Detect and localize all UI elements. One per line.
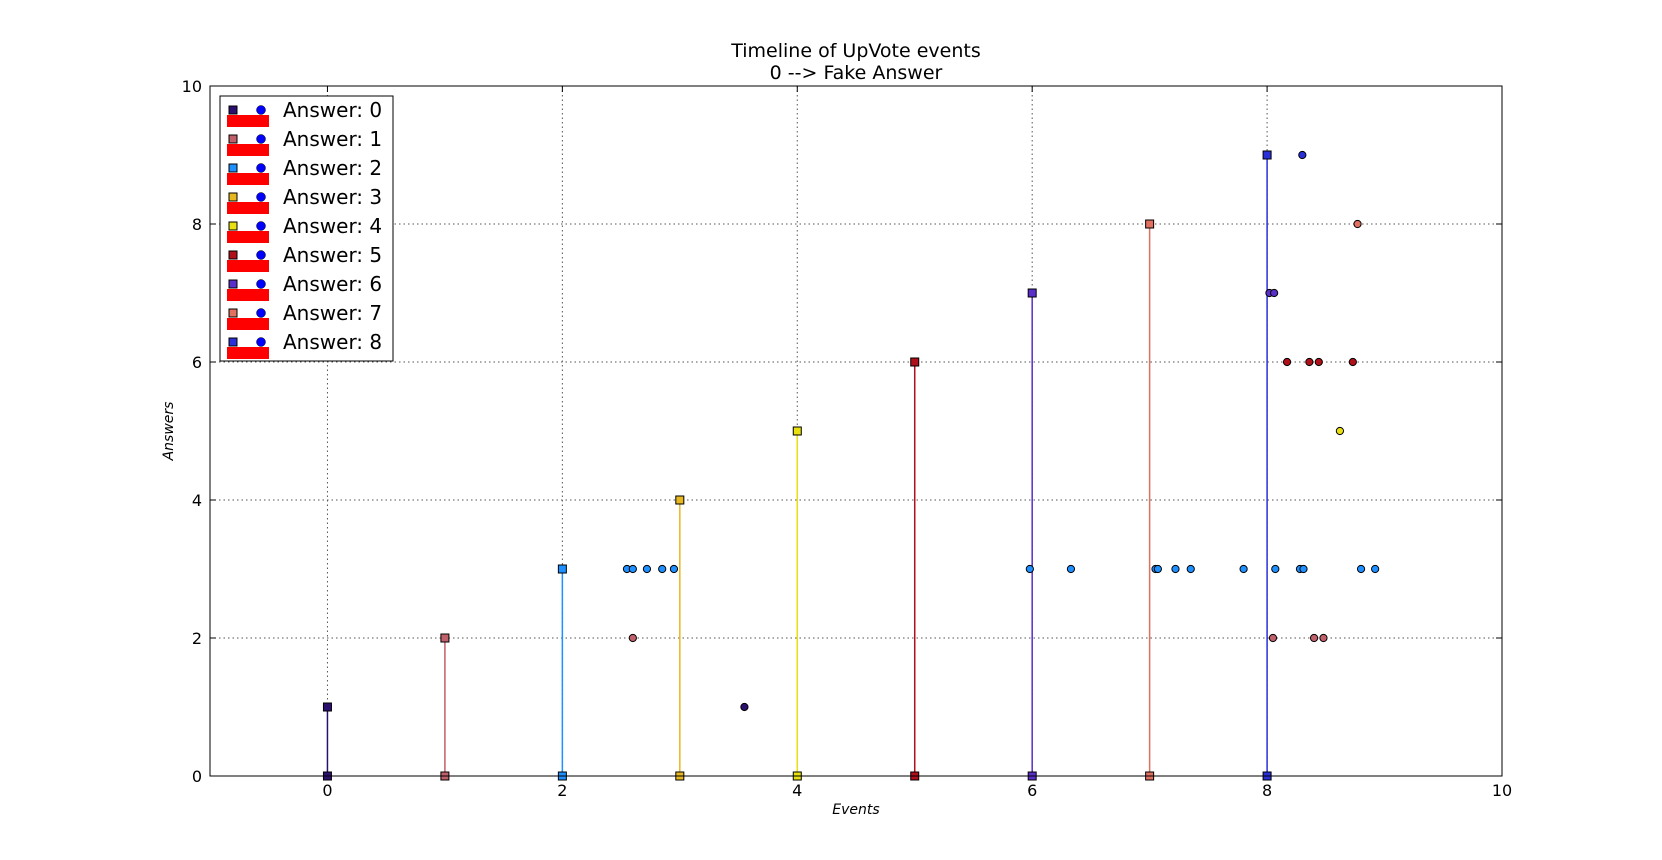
y-tick-label: 6	[192, 353, 202, 372]
event-point	[1282, 357, 1292, 367]
event-point	[1335, 426, 1345, 436]
legend-circle-marker	[256, 105, 266, 115]
x-tick-label: 6	[1027, 781, 1037, 800]
event-point	[1319, 633, 1328, 643]
legend-square-marker	[228, 163, 238, 173]
legend-box	[219, 95, 394, 362]
y-tick-label: 8	[192, 215, 202, 234]
legend-square-marker	[228, 192, 238, 202]
stem-top-marker	[1027, 288, 1037, 298]
legend-square-marker	[228, 250, 238, 260]
stems-layer	[322, 150, 1272, 781]
legend: Answer: 0 Answer: 1 Answer: 2 Answer: 3 Answ…	[219, 95, 394, 362]
event-point	[628, 564, 637, 574]
legend-bar-swatch	[227, 115, 269, 127]
stem-top-marker	[1262, 150, 1272, 160]
legend-bar-swatch	[227, 347, 269, 359]
legend-bar-swatch	[227, 144, 269, 156]
legend-bar-swatch	[227, 202, 269, 214]
legend-bar-swatch	[227, 231, 269, 243]
legend-circle-marker	[256, 308, 266, 318]
legend-label: Answer: 5	[283, 243, 382, 267]
legend-circle-marker	[256, 279, 266, 289]
stem-top-marker	[910, 357, 920, 367]
x-tick-label: 4	[792, 781, 802, 800]
event-point	[1239, 564, 1248, 574]
event-point	[669, 564, 679, 574]
event-point	[628, 633, 637, 643]
legend-label: Answer: 1	[283, 127, 382, 151]
y-axis-label: Answers	[161, 402, 177, 462]
event-point	[1153, 564, 1162, 574]
legend-square-marker	[228, 105, 238, 115]
plot-frame	[209, 85, 1503, 777]
legend-bar-swatch	[227, 318, 269, 330]
legend-square-marker	[228, 308, 238, 318]
legend-square-marker	[228, 337, 238, 347]
legend-label: Answer: 8	[283, 330, 382, 354]
stem-top-marker	[1145, 219, 1155, 229]
event-point	[1309, 633, 1319, 643]
legend-square-marker	[228, 279, 238, 289]
event-point	[1353, 219, 1362, 229]
legend-label: Answer: 4	[283, 214, 382, 238]
stem-top-marker	[557, 564, 567, 574]
event-point	[740, 702, 749, 712]
event-point	[1314, 357, 1323, 367]
legend-circle-marker	[256, 250, 266, 260]
chart-subtitle: 0 --> Fake Answer	[770, 62, 943, 84]
legend-label: Answer: 0	[283, 98, 382, 122]
x-tick-label: 0	[322, 781, 332, 800]
legend-label: Answer: 3	[283, 185, 382, 209]
legend-label: Answer: 6	[283, 272, 382, 296]
x-tick-label: 8	[1262, 781, 1272, 800]
legend-circle-marker	[256, 337, 266, 347]
legend-square-marker	[228, 221, 238, 231]
legend-circle-marker	[256, 192, 266, 202]
legend-bar-swatch	[227, 260, 269, 272]
legend-circle-marker	[256, 221, 266, 231]
event-point	[1348, 357, 1357, 367]
event-point	[1025, 564, 1034, 574]
stem-top-marker	[322, 702, 332, 712]
y-tick-label: 4	[192, 491, 202, 510]
event-point	[1298, 150, 1307, 160]
event-point	[1270, 288, 1279, 298]
legend-circle-marker	[256, 163, 266, 173]
grid-lines	[210, 85, 1503, 777]
stem-top-marker	[440, 633, 450, 643]
event-point	[658, 564, 667, 574]
event-point	[1271, 564, 1280, 574]
x-tick-label: 10	[1492, 781, 1512, 800]
event-point	[1299, 564, 1308, 574]
legend-label: Answer: 2	[283, 156, 382, 180]
y-tick-label: 10	[182, 77, 202, 96]
x-axis-label: Events	[832, 802, 879, 818]
event-point	[1305, 357, 1314, 367]
event-point	[1268, 633, 1278, 643]
x-axis-ticks: 0 2 4 6 8 10	[322, 86, 1512, 800]
event-point	[1171, 564, 1180, 574]
y-tick-label: 0	[192, 767, 202, 786]
points-layer	[622, 150, 1380, 712]
event-point	[1371, 564, 1380, 574]
event-point	[1066, 564, 1076, 574]
legend-square-marker	[228, 134, 238, 144]
y-axis-ticks: 0 2 4 6 8 10	[182, 77, 1502, 786]
stem-top-marker	[792, 426, 802, 436]
legend-label: Answer: 7	[283, 301, 382, 325]
chart-title: Timeline of UpVote events	[730, 40, 981, 62]
event-point	[642, 564, 652, 574]
legend-bar-swatch	[227, 289, 269, 301]
x-tick-label: 2	[557, 781, 567, 800]
event-point	[1356, 564, 1366, 574]
legend-circle-marker	[256, 134, 266, 144]
stem-top-marker	[675, 495, 685, 505]
y-tick-label: 2	[192, 629, 202, 648]
legend-bar-swatch	[227, 173, 269, 185]
event-point	[1186, 564, 1195, 574]
